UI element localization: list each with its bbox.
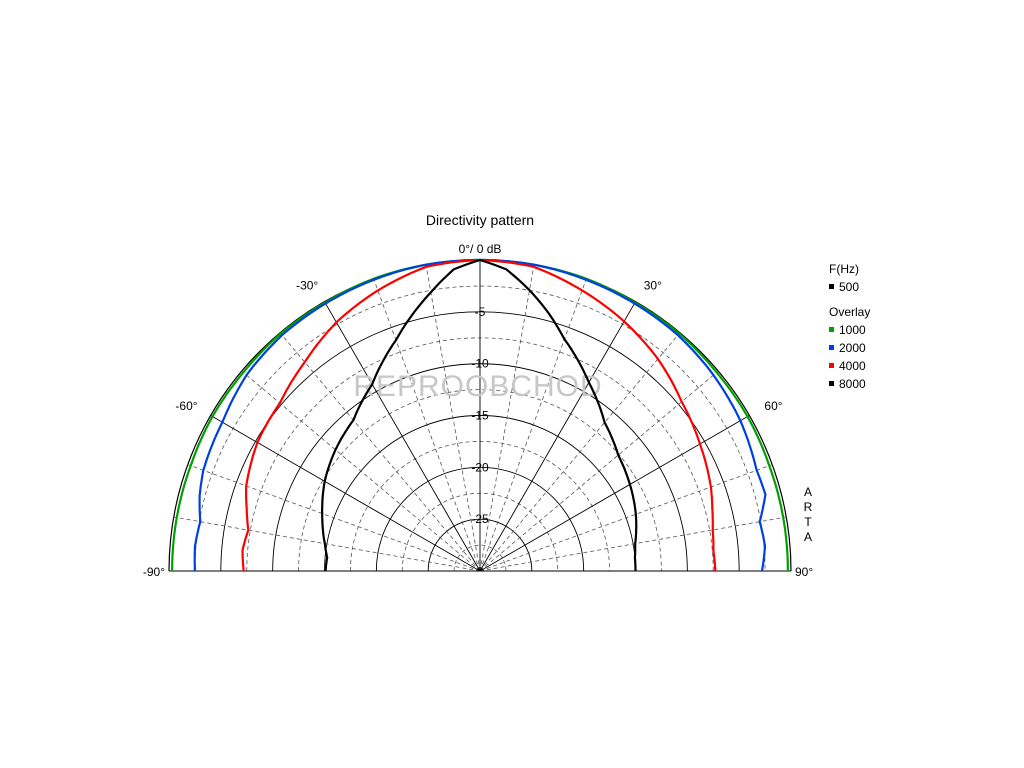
grid-radial [210, 415, 481, 572]
series-line-8000 [321, 258, 638, 572]
top-label: 0°/ 0 dB [459, 242, 502, 256]
legend-header: F(Hz) [829, 262, 859, 276]
legend-swatch-2000 [829, 345, 834, 350]
legend-overlay-header: Overlay [829, 305, 870, 319]
grid-radial-minor [173, 516, 481, 572]
labels-layer: -5 -10 -15 -20 -25 -90° -60° -30° 30° 60° 90° [143, 279, 814, 579]
legend-swatch-8000 [829, 381, 834, 386]
series-layer [171, 258, 789, 572]
grid-radial-minor [187, 464, 481, 572]
grid-radial-minor [479, 370, 719, 572]
angle-label: 30° [644, 279, 662, 293]
angle-label: -90° [143, 565, 165, 579]
db-tick-label: -25 [471, 512, 489, 526]
chart-title: Directivity pattern [426, 212, 534, 228]
angle-label: -60° [175, 399, 197, 413]
legend-swatch-4000 [829, 363, 834, 368]
grid-radial-minor [479, 516, 787, 572]
grid-radial-minor [373, 278, 481, 572]
angle-label: 90° [795, 565, 813, 579]
grid-radial-minor [279, 332, 481, 572]
watermark-text: REPROOBCHOD [353, 370, 602, 403]
db-tick-label: -10 [471, 357, 489, 371]
grid-radial-minor [479, 278, 587, 572]
legend-item-main: 500 [839, 280, 859, 294]
grid-radial-minor [241, 370, 481, 572]
side-label-letter: T [804, 515, 812, 529]
side-label-letter: A [804, 530, 812, 544]
side-label-letter: A [804, 485, 812, 499]
grid-radial [479, 415, 750, 572]
grid-radial [479, 301, 636, 572]
legend-swatch-main [829, 284, 834, 289]
grid-ring-minor [298, 389, 662, 572]
side-label-letter: R [804, 500, 813, 514]
grid-radial-minor [479, 264, 535, 572]
db-tick-label: -20 [471, 460, 489, 474]
grid-radial [324, 301, 481, 572]
legend-item-2000: 2000 [839, 341, 866, 355]
angle-label: -30° [296, 279, 318, 293]
legend: F(Hz) 500 Overlay 1000 2000 4000 8000 [829, 262, 870, 391]
legend-item-8000: 8000 [839, 377, 866, 391]
db-tick-label: -5 [475, 305, 486, 319]
grid-radial-minor [479, 464, 773, 572]
grid-radial-minor [479, 332, 681, 572]
grid-radial-minor [425, 264, 481, 572]
grid-ring-minor [453, 544, 507, 572]
db-tick-label: -15 [471, 409, 489, 423]
legend-swatch-1000 [829, 327, 834, 332]
legend-item-4000: 4000 [839, 359, 866, 373]
angle-label: 60° [764, 399, 782, 413]
polar-grid [168, 259, 792, 572]
legend-item-1000: 1000 [839, 323, 866, 337]
